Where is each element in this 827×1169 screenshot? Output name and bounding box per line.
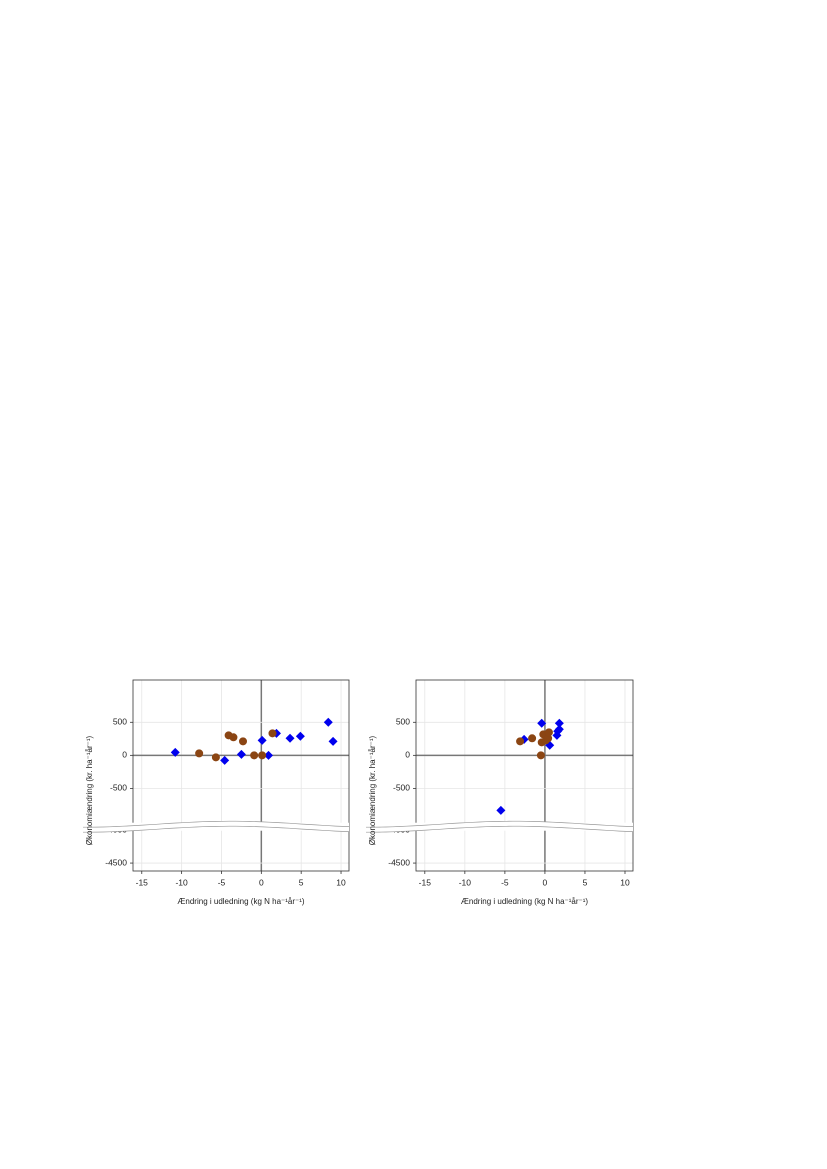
circle-point: [238, 737, 247, 746]
y-tick-label: 500: [396, 717, 410, 727]
circle-point: [544, 728, 553, 737]
diamond-point: [323, 717, 333, 727]
diamond-point: [257, 735, 267, 745]
axis-break-line: [83, 825, 350, 833]
x-tick-label: 0: [259, 877, 264, 887]
x-tick-label: -15: [419, 877, 432, 887]
y-tick-label: 0: [405, 750, 410, 760]
diamond-point: [328, 736, 338, 746]
y-tick-label: -500: [110, 783, 127, 793]
x-tick-label: 10: [620, 877, 630, 887]
diamond-point: [236, 749, 246, 759]
x-axis-title: Ændring i udledning (kg N ha⁻¹år⁻¹): [177, 897, 305, 906]
diamond-point: [170, 747, 180, 757]
axis-break-line: [83, 820, 350, 828]
x-tick-label: 10: [336, 877, 346, 887]
x-tick-label: 5: [583, 877, 588, 887]
diamond-point: [220, 755, 230, 765]
diamond-point: [554, 724, 564, 734]
circle-point: [258, 751, 267, 760]
plot-frame: [415, 679, 634, 872]
diamond-point: [554, 718, 564, 728]
circle-point: [536, 751, 545, 760]
x-tick-label: 0: [543, 877, 548, 887]
diamond-point: [496, 805, 506, 815]
x-tick-label: -10: [459, 877, 472, 887]
circle-point: [195, 749, 204, 758]
x-axis-title: Ændring i udledning (kg N ha⁻¹år⁻¹): [461, 897, 589, 906]
x-tick-label: -5: [218, 877, 226, 887]
circle-point: [229, 733, 238, 742]
circle-point: [544, 734, 553, 743]
x-tick-label: -10: [175, 877, 188, 887]
y-tick-label: -500: [393, 783, 410, 793]
diamond-point: [263, 750, 273, 760]
y-tick-label: -4500: [388, 857, 410, 867]
diamond-point: [537, 718, 547, 728]
y-tick-label: 500: [113, 717, 127, 727]
diamond-point: [295, 731, 305, 741]
diamond-point: [285, 733, 295, 743]
circle-point: [250, 751, 259, 760]
y-axis-title: Økonomiændring (kr. ha⁻¹år⁻¹): [85, 735, 94, 845]
y-axis-title: Økonomiændring (kr. ha⁻¹år⁻¹): [368, 735, 377, 845]
y-tick-label: 0: [122, 750, 127, 760]
x-tick-label: -15: [136, 877, 149, 887]
circle-point: [516, 737, 525, 746]
x-tick-label: -5: [501, 877, 509, 887]
circle-point: [211, 753, 220, 762]
axis-break-line: [366, 825, 634, 833]
y-tick-label: -4500: [105, 857, 127, 867]
axis-break-line: [366, 820, 634, 828]
plot-frame: [132, 679, 350, 872]
x-tick-label: 5: [299, 877, 304, 887]
circle-point: [268, 729, 277, 738]
circle-point: [528, 734, 537, 743]
